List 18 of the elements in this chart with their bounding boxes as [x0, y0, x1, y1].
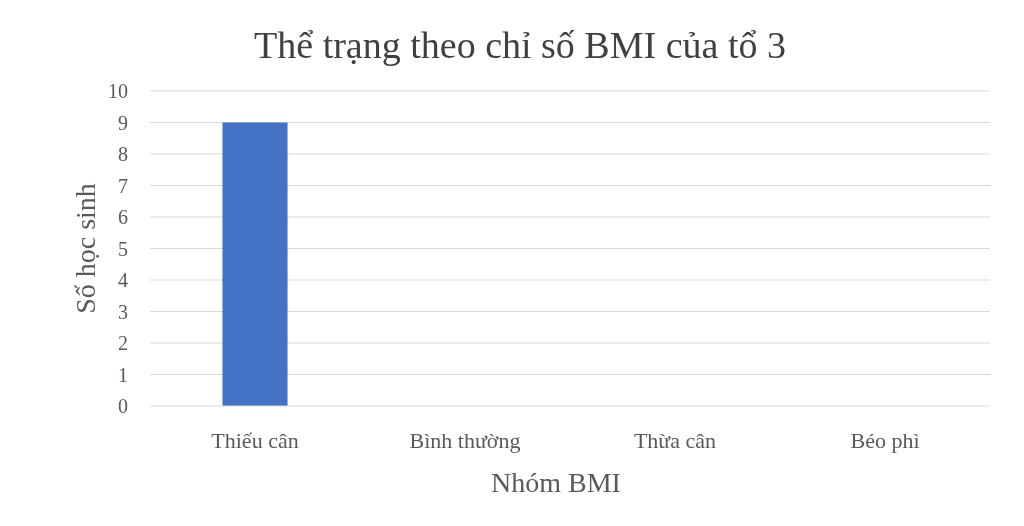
y-tick-label: 0	[118, 395, 128, 417]
y-tick-label: 7	[118, 174, 128, 197]
y-tick-label: 2	[118, 332, 128, 354]
y-tick-label: 9	[118, 111, 128, 134]
y-tick-label: 10	[108, 80, 128, 102]
y-tick-label: 8	[118, 143, 128, 165]
chart-title: Thể trạng theo chỉ số BMI của tổ 3	[254, 24, 786, 66]
x-tick-label: Thiếu cân	[211, 428, 299, 453]
x-tick-label: Thừa cân	[633, 428, 717, 453]
y-tick-label: 4	[118, 269, 128, 291]
y-tick-label: 5	[118, 237, 128, 260]
y-tick-label: 1	[118, 363, 128, 386]
x-tick-label: Bình thường	[409, 428, 521, 453]
y-tick-label: 3	[118, 300, 128, 323]
y-axis-title: Số học sinh	[70, 183, 101, 314]
x-axis-title: Nhóm BMI	[491, 467, 621, 498]
y-tick-label: 6	[118, 206, 128, 228]
x-tick-label: Béo phì	[850, 428, 920, 453]
